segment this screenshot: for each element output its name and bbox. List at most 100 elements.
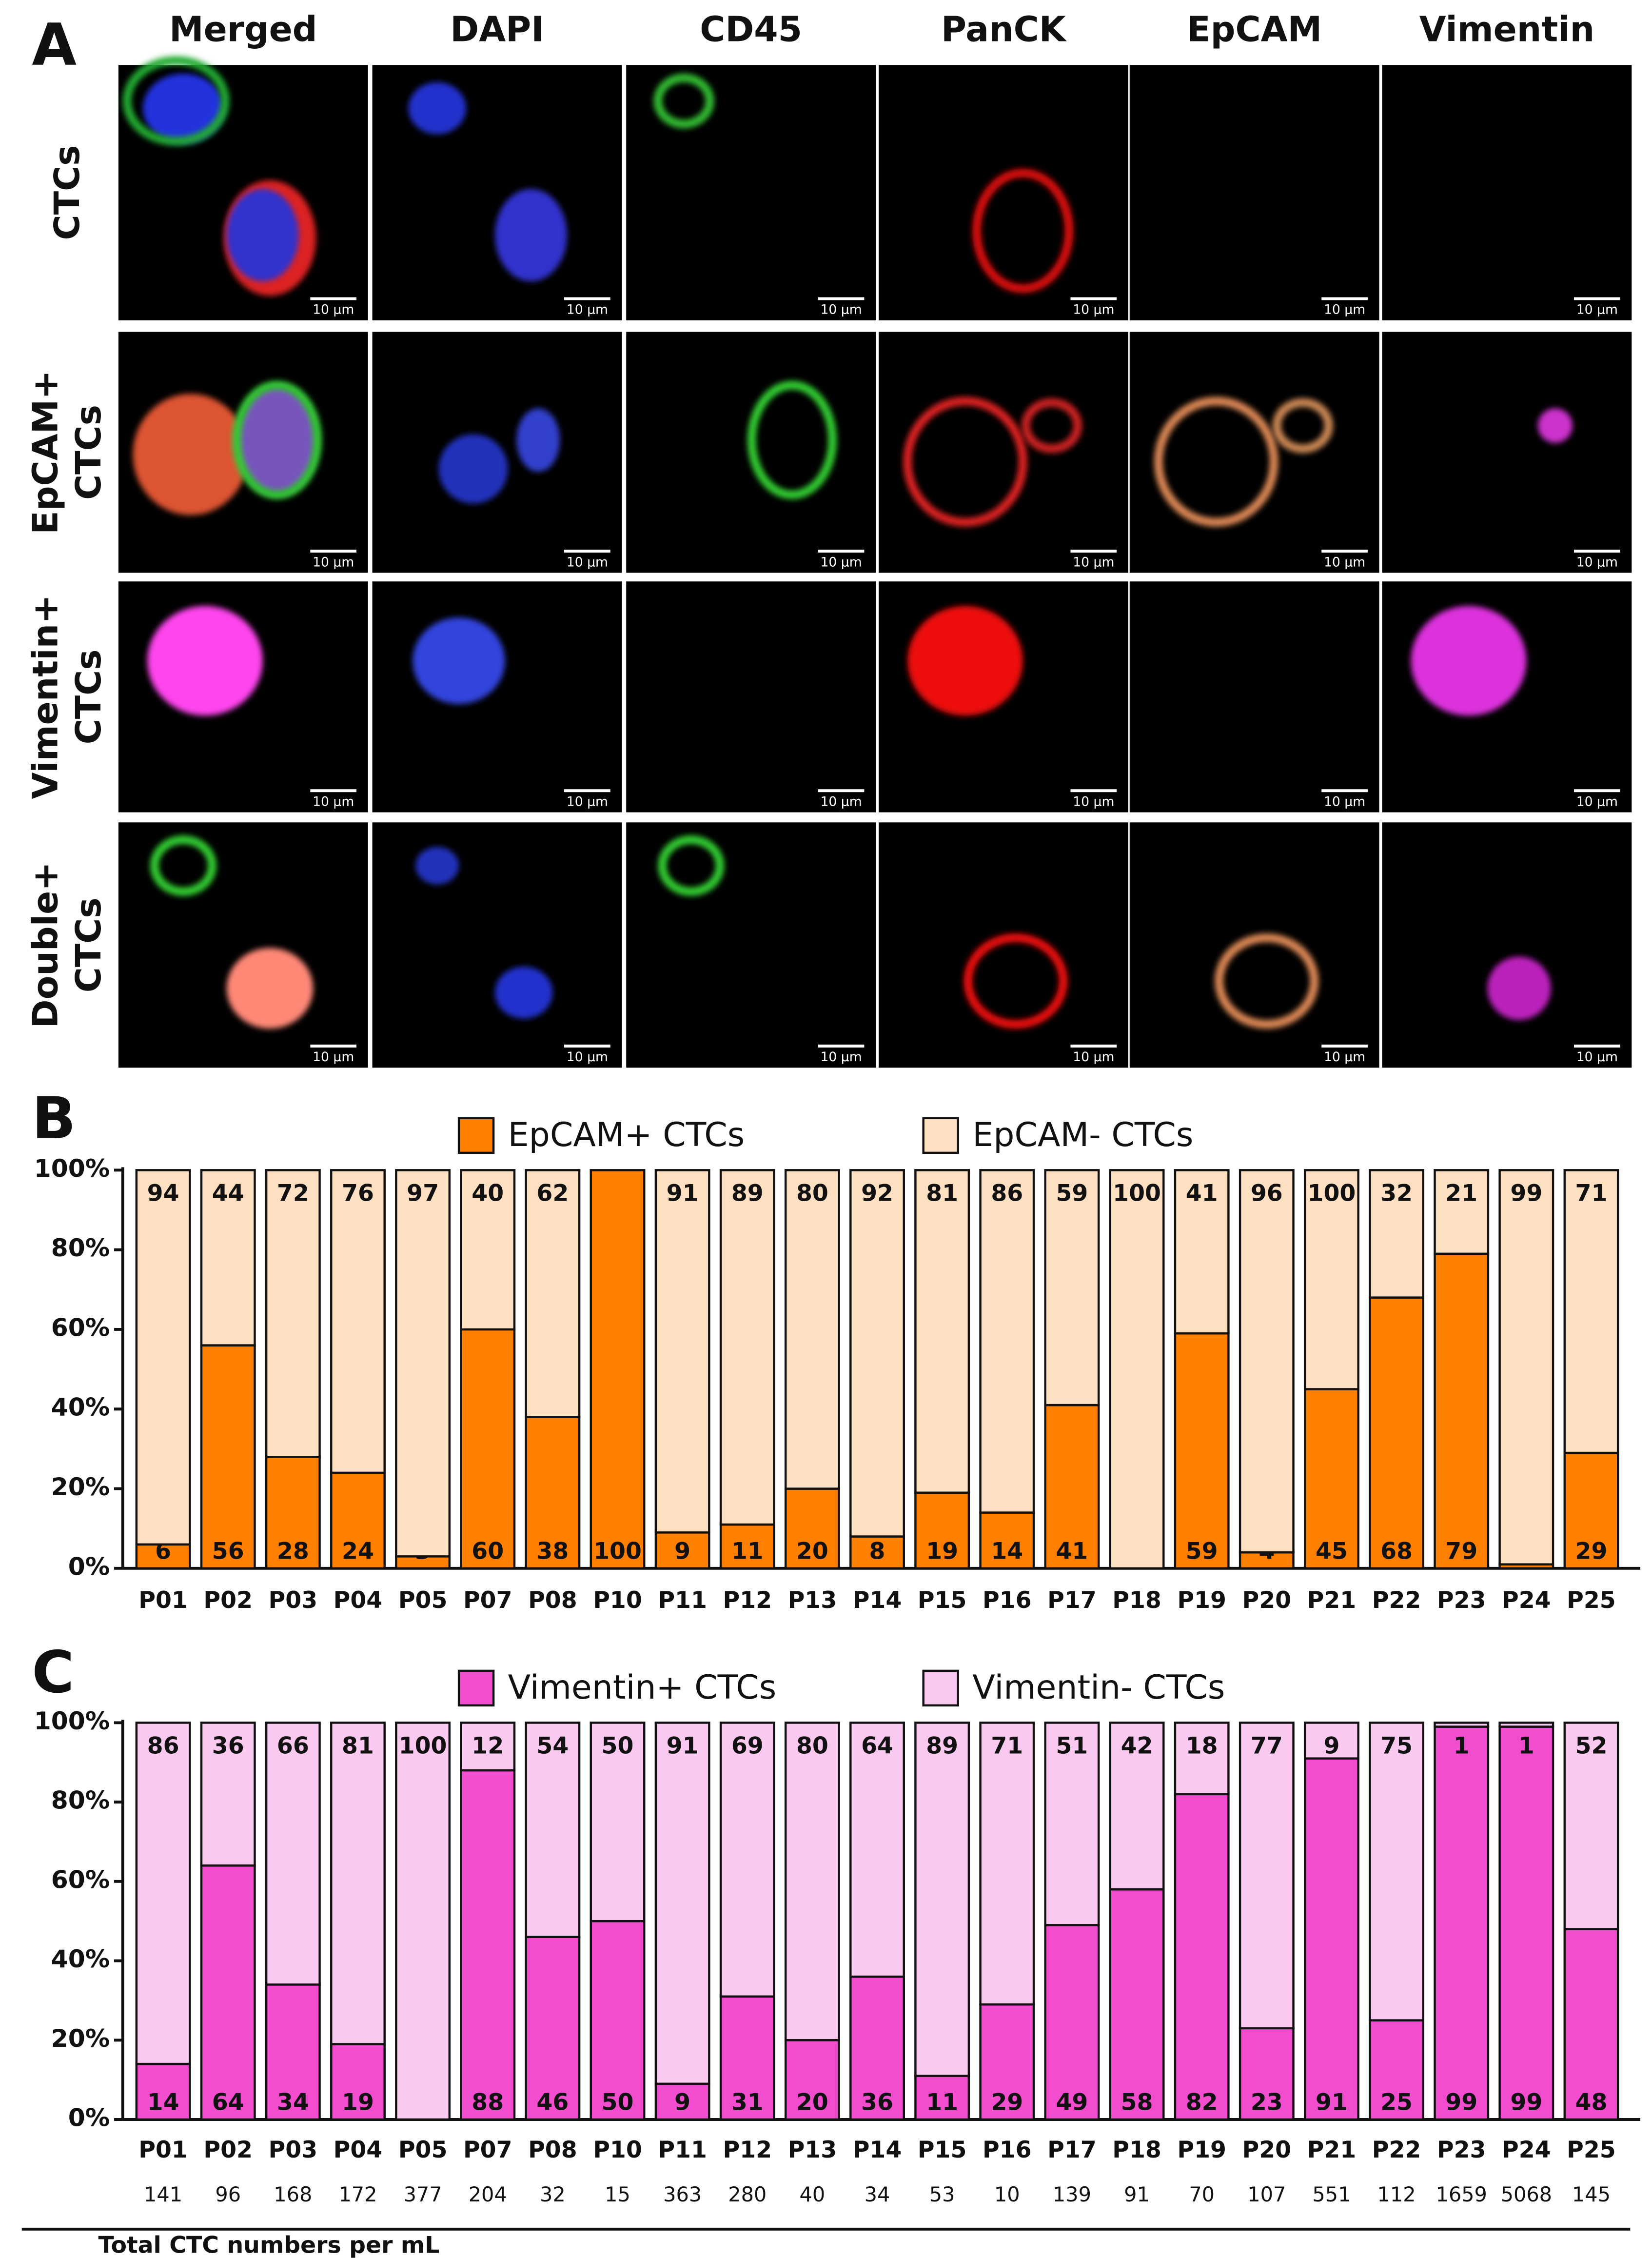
data-label: 75 bbox=[1380, 1733, 1413, 1760]
scale-bar-label: 10 μm bbox=[567, 794, 608, 809]
total-value: 168 bbox=[274, 2183, 312, 2206]
cell bbox=[653, 73, 714, 129]
x-tick-label: P04 bbox=[334, 1587, 383, 1614]
data-label: 52 bbox=[1575, 1733, 1608, 1760]
bar-segment bbox=[1498, 1169, 1554, 1565]
data-label: 45 bbox=[1316, 1538, 1348, 1565]
data-label: 41 bbox=[1186, 1180, 1218, 1207]
total-value: 10 bbox=[994, 2183, 1020, 2206]
x-tick-label: P04 bbox=[334, 2137, 383, 2163]
bar-segment bbox=[719, 1722, 775, 1998]
x-tick-label: P12 bbox=[723, 1587, 772, 1614]
data-label: 76 bbox=[342, 1180, 374, 1207]
bar-segment bbox=[1369, 1296, 1425, 1570]
x-tick-label: P24 bbox=[1502, 1587, 1551, 1614]
y-tick-label: 100% bbox=[34, 1154, 110, 1183]
bar-segment bbox=[590, 1920, 646, 2121]
bar-segment bbox=[654, 1169, 710, 1534]
bar-segment bbox=[1369, 2019, 1425, 2121]
data-label: 82 bbox=[1186, 2089, 1218, 2116]
data-label: 42 bbox=[1121, 1733, 1153, 1760]
cell bbox=[226, 948, 314, 1029]
bar-segment bbox=[525, 1722, 581, 1938]
data-label: 14 bbox=[147, 2089, 179, 2116]
cell bbox=[1538, 408, 1573, 443]
micrograph bbox=[878, 822, 1128, 1068]
data-label: 48 bbox=[1575, 2089, 1608, 2116]
data-label: 31 bbox=[731, 2089, 764, 2116]
data-label: 69 bbox=[731, 1733, 764, 1760]
micrograph bbox=[626, 581, 876, 812]
total-value: 1659 bbox=[1436, 2183, 1487, 2206]
bar-segment bbox=[1303, 1757, 1359, 2121]
cell bbox=[495, 189, 567, 281]
bar-segment bbox=[525, 1169, 581, 1418]
data-label: 8 bbox=[869, 1538, 885, 1565]
legend-label: EpCAM+ CTCs bbox=[508, 1116, 745, 1154]
data-label: 23 bbox=[1251, 2089, 1283, 2116]
x-tick-label: P23 bbox=[1437, 2137, 1486, 2163]
cell bbox=[415, 847, 459, 885]
legend-swatch bbox=[457, 1669, 495, 1707]
panel-label: B bbox=[32, 1085, 76, 1152]
bar-segment bbox=[395, 1722, 451, 2121]
data-label: 71 bbox=[1575, 1180, 1608, 1207]
scale-bar-label: 10 μm bbox=[820, 302, 862, 317]
data-label: 34 bbox=[277, 2089, 309, 2116]
cell bbox=[972, 169, 1074, 293]
total-value: 34 bbox=[865, 2183, 890, 2206]
micrograph bbox=[1382, 822, 1632, 1068]
cell bbox=[516, 408, 560, 472]
bar-segment bbox=[979, 2003, 1035, 2121]
total-value: 112 bbox=[1377, 2183, 1416, 2206]
bar-segment bbox=[1239, 1169, 1295, 1554]
total-label: Total CTC numbers per mL bbox=[98, 2232, 439, 2258]
bar-segment bbox=[395, 1555, 451, 1570]
x-tick-label: P18 bbox=[1112, 2137, 1161, 2163]
cell bbox=[122, 56, 230, 146]
cell bbox=[1487, 956, 1551, 1020]
y-tick-label: 80% bbox=[51, 1233, 110, 1262]
cell bbox=[150, 835, 217, 896]
bar-segment bbox=[1434, 1722, 1490, 1728]
bar-segment bbox=[1174, 1793, 1230, 2121]
scale-bar-label: 10 μm bbox=[313, 302, 354, 317]
cell bbox=[438, 434, 508, 504]
y-tick-label: 40% bbox=[51, 1944, 110, 1973]
total-value: 40 bbox=[800, 2183, 826, 2206]
y-tick-label: 80% bbox=[51, 1786, 110, 1815]
micrograph bbox=[1129, 65, 1379, 320]
total-value: 91 bbox=[1124, 2183, 1150, 2206]
x-tick-label: P17 bbox=[1047, 2137, 1097, 2163]
data-label: 81 bbox=[342, 1733, 374, 1760]
row-label: CTCs bbox=[47, 145, 87, 240]
scale-bar-label: 10 μm bbox=[313, 1050, 354, 1065]
bar-segment bbox=[200, 1344, 256, 1570]
cell bbox=[1021, 398, 1082, 453]
bar-segment bbox=[460, 1169, 516, 1331]
x-tick-label: P19 bbox=[1177, 1587, 1226, 1614]
bar-segment bbox=[1109, 1888, 1165, 2121]
data-label: 24 bbox=[342, 1538, 374, 1565]
cell bbox=[903, 396, 1027, 527]
legend-label: EpCAM- CTCs bbox=[972, 1116, 1193, 1154]
cell bbox=[1411, 606, 1527, 716]
data-label: 80 bbox=[796, 1733, 828, 1760]
bar-segment bbox=[135, 1169, 191, 1546]
x-tick-label: P25 bbox=[1567, 2137, 1616, 2163]
data-label: 20 bbox=[796, 1538, 828, 1565]
bar-segment bbox=[135, 1722, 191, 2065]
data-label: 94 bbox=[147, 1180, 179, 1207]
data-label: 86 bbox=[147, 1733, 179, 1760]
data-label: 96 bbox=[1251, 1180, 1283, 1207]
y-tick-label: 0% bbox=[68, 2103, 110, 2132]
x-tick-label: P02 bbox=[203, 1587, 253, 1614]
bar-segment bbox=[719, 1995, 775, 2121]
legend-swatch bbox=[457, 1117, 495, 1154]
y-tick-label: 40% bbox=[51, 1393, 110, 1422]
data-label: 9 bbox=[674, 2089, 690, 2116]
bar-segment bbox=[654, 2082, 710, 2121]
data-label: 19 bbox=[342, 2089, 374, 2116]
data-label: 59 bbox=[1056, 1180, 1088, 1207]
data-label: 77 bbox=[1251, 1733, 1283, 1760]
